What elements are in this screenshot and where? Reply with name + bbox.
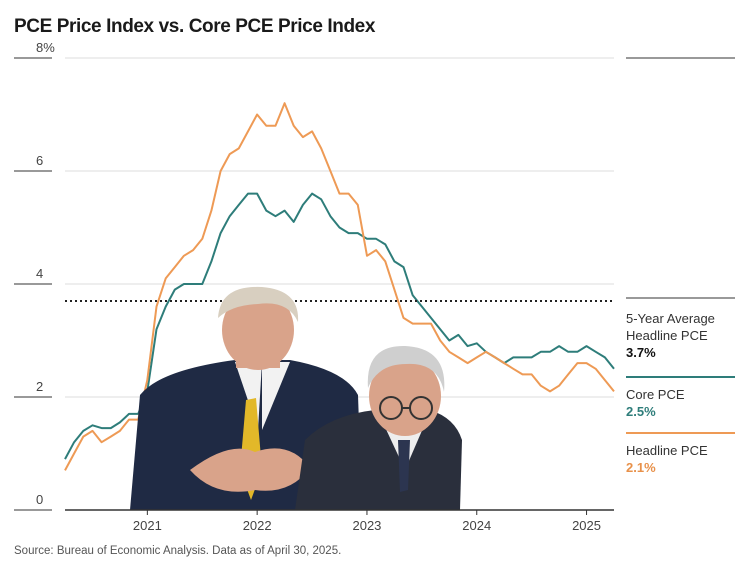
y-tick-label: 4 <box>36 266 43 281</box>
legend-core-label: Core PCE <box>626 387 685 402</box>
y-tick-label: 8% <box>36 40 55 55</box>
x-tick-label: 2021 <box>133 518 162 533</box>
chart-title: PCE Price Index vs. Core PCE Price Index <box>14 16 375 37</box>
legend-headline-label: Headline PCE <box>626 443 708 458</box>
legend-headline: Headline PCE 2.1% <box>626 442 738 476</box>
legend-headline-value: 2.1% <box>626 460 656 475</box>
photo-overlay <box>130 286 462 510</box>
photo-man-right <box>295 345 462 510</box>
headline-pce-line <box>64 102 615 471</box>
x-tick-labels: 2021 2022 2023 2024 2025 <box>133 518 601 533</box>
legend-average: 5-Year Average Headline PCE 3.7% <box>626 310 738 361</box>
legend-core: Core PCE 2.5% <box>626 386 738 420</box>
source-note: Source: Bureau of Economic Analysis. Dat… <box>14 545 342 557</box>
y-tick-label: 6 <box>36 153 43 168</box>
y-tick-labels: 0 2 4 6 8% <box>36 40 55 507</box>
x-tick-label: 2025 <box>572 518 601 533</box>
legend-average-value: 3.7% <box>626 345 656 360</box>
x-tick-label: 2024 <box>462 518 491 533</box>
y-tick-label: 0 <box>36 492 43 507</box>
core-pce-line <box>64 192 615 460</box>
legend-average-label: 5-Year Average Headline PCE <box>626 311 715 343</box>
series-layer <box>64 102 615 471</box>
x-tick-label: 2023 <box>352 518 381 533</box>
legend-core-value: 2.5% <box>626 404 656 419</box>
x-tick-marks <box>146 510 588 515</box>
legend-rules <box>626 57 735 434</box>
y-tick-label: 2 <box>36 379 43 394</box>
x-tick-label: 2022 <box>243 518 272 533</box>
